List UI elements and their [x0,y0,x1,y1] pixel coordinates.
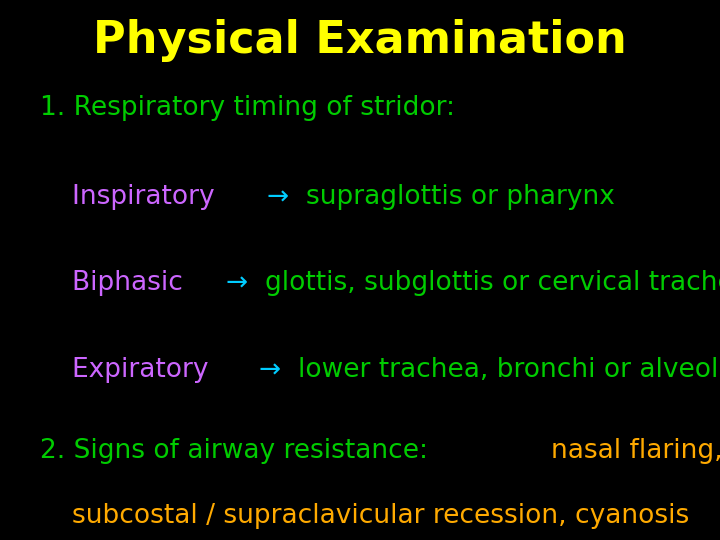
Text: glottis, subglottis or cervical trachea: glottis, subglottis or cervical trachea [265,271,720,296]
Text: 1. Respiratory timing of stridor:: 1. Respiratory timing of stridor: [40,95,454,121]
Text: Expiratory: Expiratory [72,357,217,383]
Text: lower trachea, bronchi or alveoli: lower trachea, bronchi or alveoli [298,357,720,383]
Text: Inspiratory: Inspiratory [72,184,223,210]
Text: →: → [267,184,297,210]
Text: Physical Examination: Physical Examination [93,19,627,62]
Text: supraglottis or pharynx: supraglottis or pharynx [306,184,615,210]
Text: →: → [259,357,289,383]
Text: Biphasic: Biphasic [72,271,192,296]
Text: subcostal / supraclavicular recession, cyanosis: subcostal / supraclavicular recession, c… [72,503,689,529]
Text: 2. Signs of airway resistance:: 2. Signs of airway resistance: [40,438,436,464]
Text: nasal flaring, intercostal /: nasal flaring, intercostal / [551,438,720,464]
Text: →: → [226,271,256,296]
